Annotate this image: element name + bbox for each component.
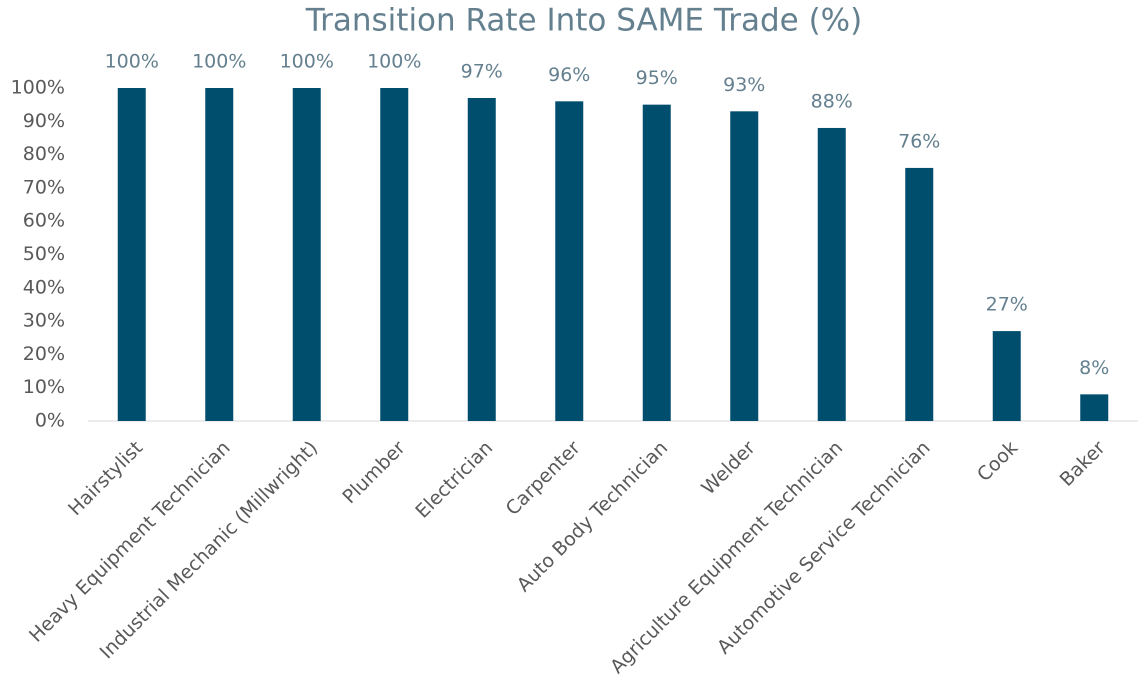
- chart-title: Transition Rate Into SAME Trade (%): [305, 3, 863, 39]
- bar: [817, 127, 846, 422]
- data-label: 88%: [811, 90, 853, 112]
- x-tick-label: Plumber: [338, 437, 409, 508]
- y-tick-label: 30%: [23, 310, 65, 332]
- bar: [205, 88, 234, 421]
- data-label: 76%: [898, 130, 940, 152]
- x-tick-label: Cook: [973, 437, 1022, 486]
- bar: [467, 97, 496, 422]
- y-tick-label: 40%: [23, 276, 65, 298]
- bar: [642, 104, 671, 422]
- data-label: 100%: [105, 51, 159, 73]
- y-tick-label: 20%: [23, 343, 65, 365]
- data-label: 27%: [986, 294, 1028, 316]
- x-tick-label: Carpenter: [502, 437, 585, 520]
- bar: [1080, 394, 1109, 421]
- y-tick-label: 90%: [23, 110, 65, 132]
- bar: [730, 111, 759, 421]
- data-label: 100%: [192, 51, 246, 73]
- x-tick-label: Auto Body Technician: [513, 437, 672, 596]
- x-tick-label: Electrician: [411, 437, 497, 523]
- x-tick-label: Hairstylist: [64, 437, 147, 520]
- y-tick-label: 60%: [23, 210, 65, 232]
- bar: [380, 88, 409, 421]
- data-label: 100%: [367, 51, 421, 73]
- bar: [992, 331, 1021, 421]
- data-label: 97%: [461, 60, 503, 82]
- data-label: 93%: [723, 74, 765, 96]
- x-tick-label: Welder: [697, 437, 760, 500]
- bar: [292, 88, 321, 421]
- y-tick-label: 70%: [23, 176, 65, 198]
- y-tick-label: 50%: [23, 243, 65, 265]
- data-label: 95%: [636, 67, 678, 89]
- y-tick-label: 100%: [11, 77, 65, 99]
- y-tick-label: 10%: [23, 376, 65, 398]
- y-tick-label: 80%: [23, 143, 65, 165]
- data-label: 100%: [280, 51, 334, 73]
- x-tick-label: Baker: [1056, 437, 1110, 491]
- data-label: 8%: [1079, 357, 1109, 379]
- bar: [905, 167, 934, 421]
- data-label: 96%: [548, 64, 590, 86]
- y-tick-label: 0%: [35, 410, 65, 432]
- bar: [117, 88, 146, 421]
- bar: [555, 101, 584, 421]
